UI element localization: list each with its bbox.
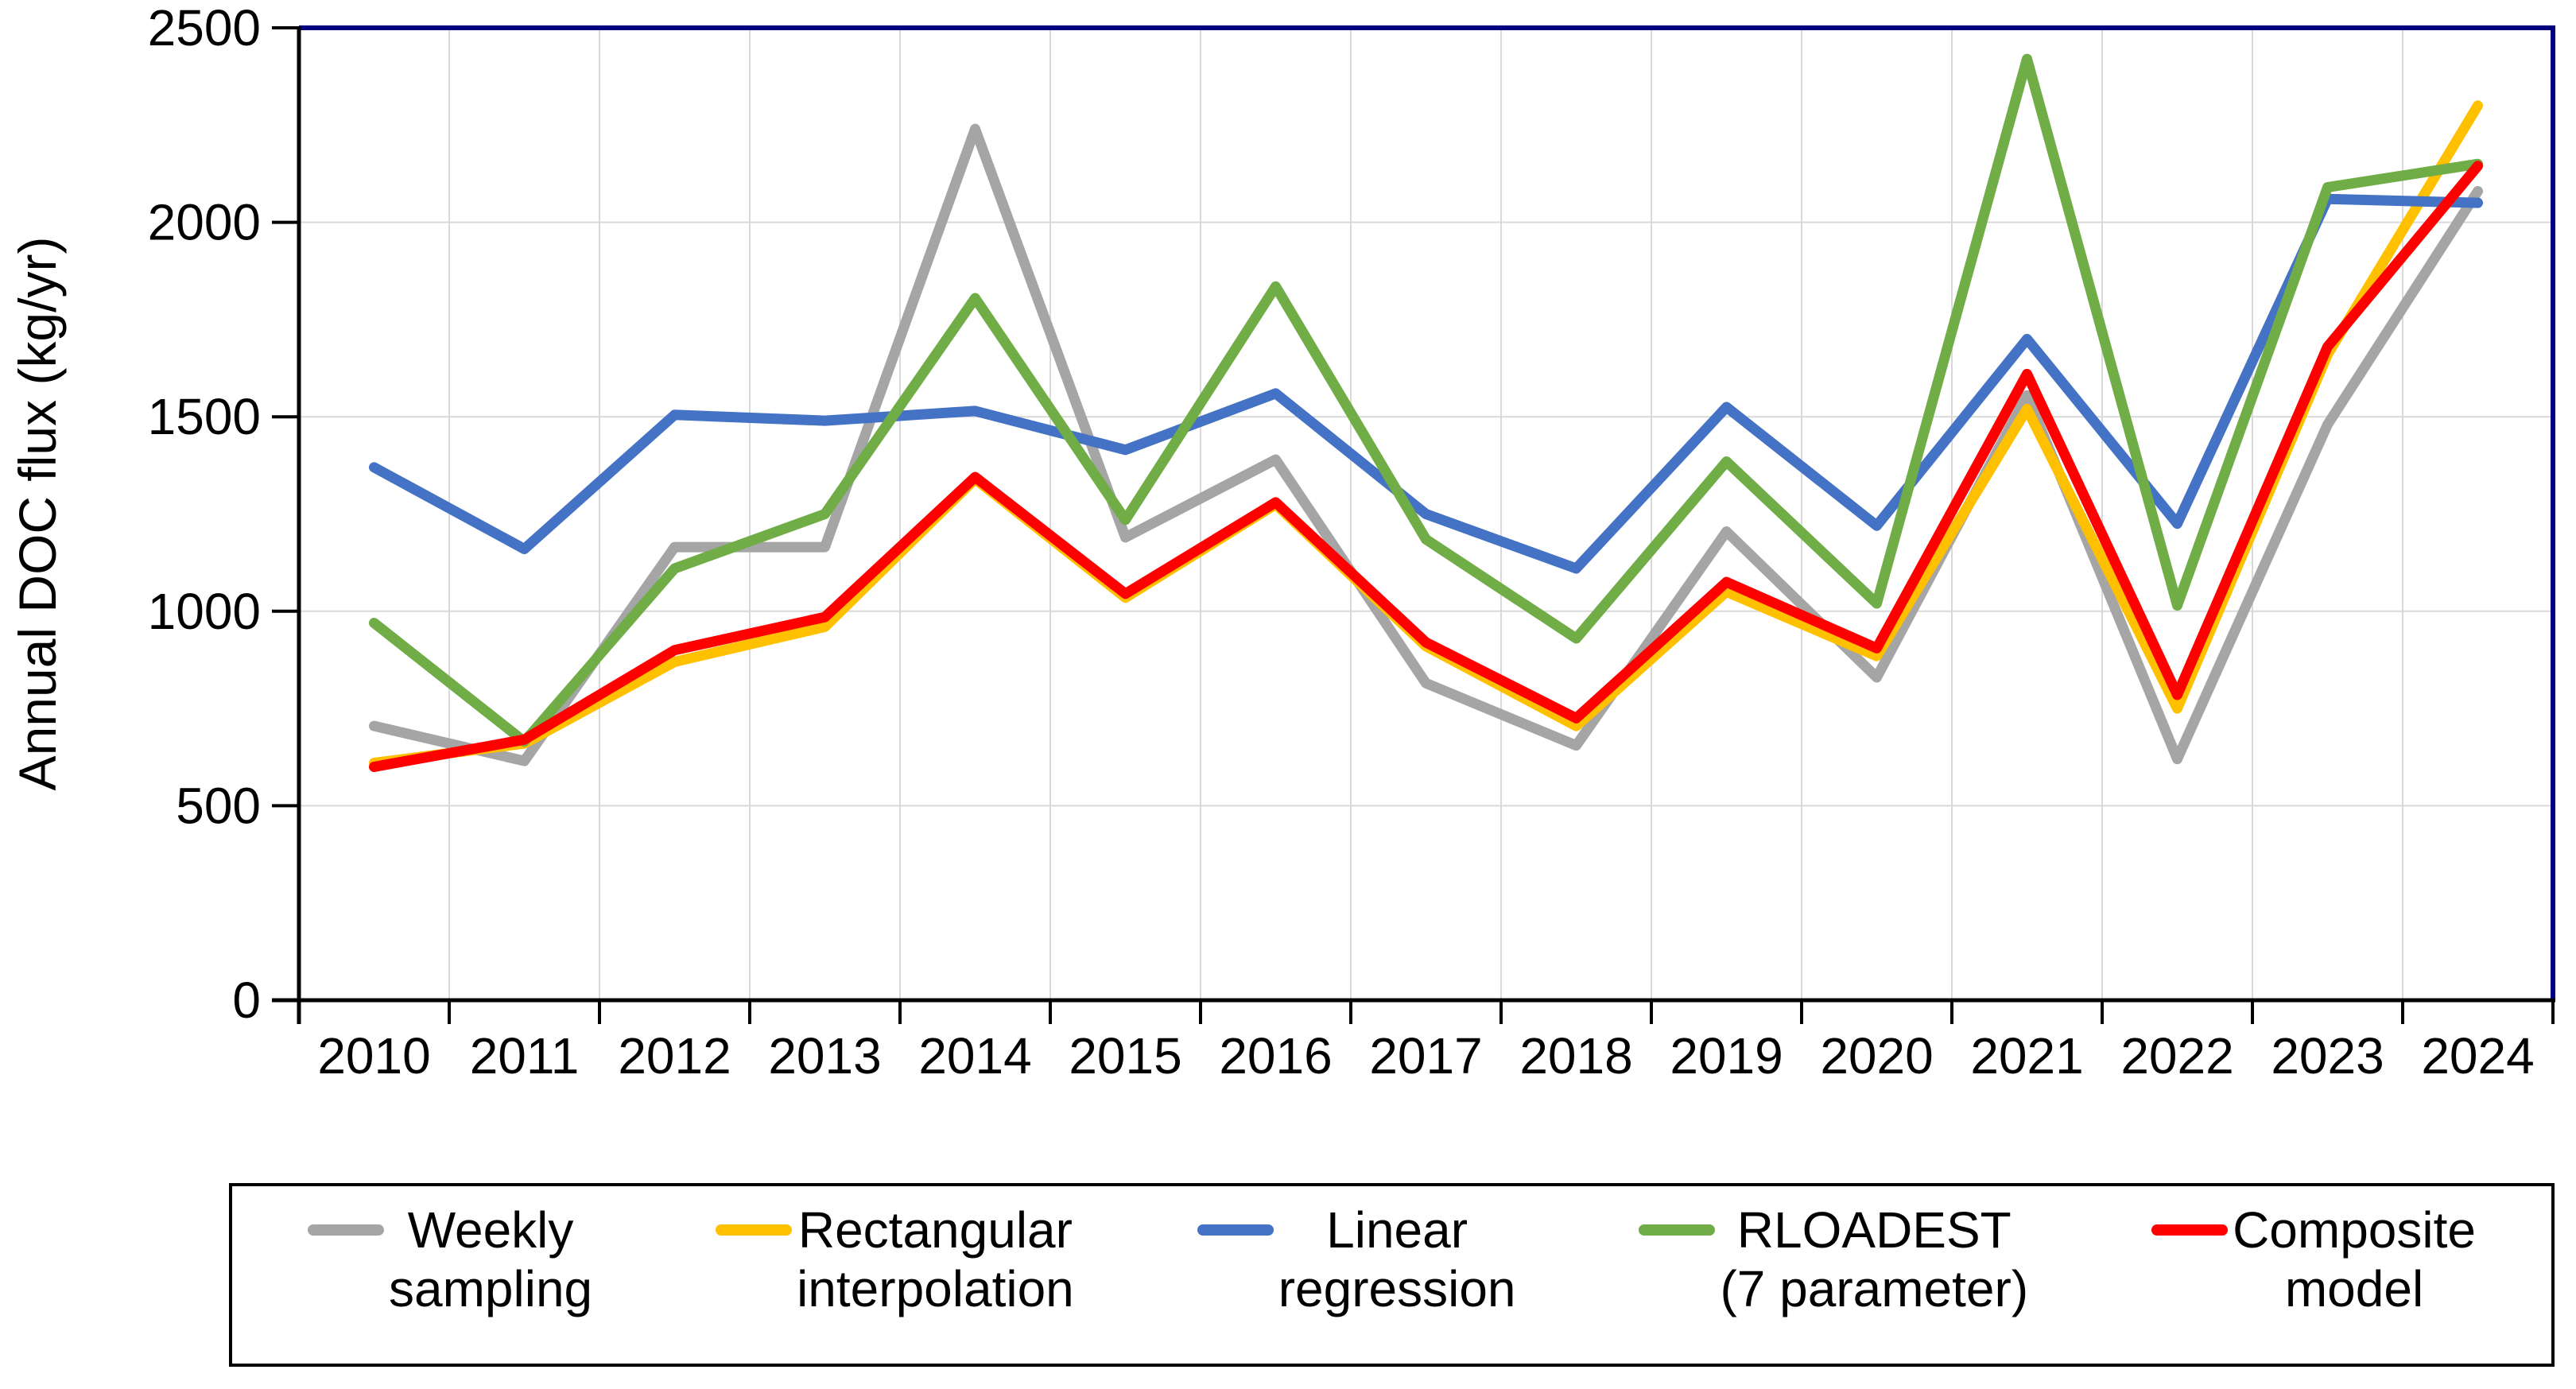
x-tick-label: 2017 — [1369, 1027, 1482, 1084]
y-axis-title: Annual DOC flux (kg/yr) — [8, 237, 67, 791]
legend-label-line: RLOADEST — [1736, 1201, 2012, 1259]
legend-line-swatch — [308, 1224, 384, 1236]
legend-item-linear-regression: Linear regression — [1197, 1201, 1516, 1318]
legend-line-swatch — [1639, 1224, 1716, 1236]
chart-canvas: 0 500 1000 1500 2000 2500 2010 2011 2012 2013 2014… — [8, 0, 2555, 1084]
tick-labels: 0 500 1000 1500 2000 2500 2010 2011 2012 2013 2014… — [148, 0, 2535, 1084]
y-tick-label: 0 — [232, 972, 261, 1029]
y-tick-label: 1000 — [148, 583, 261, 640]
legend-line-swatch — [2151, 1224, 2229, 1236]
series-lines — [369, 53, 2483, 772]
y-tick-label: 1500 — [148, 388, 261, 445]
legend-label-line: interpolation — [797, 1260, 1074, 1317]
series-line-linear-regression — [369, 193, 2483, 574]
series-line-rloadest-7-parameter- — [369, 53, 2483, 747]
legend-label-line: Linear — [1326, 1201, 1468, 1259]
x-tick-label: 2013 — [768, 1027, 881, 1084]
axes — [272, 26, 2555, 1024]
plot-border — [299, 25, 2555, 1000]
x-tick-label: 2024 — [2421, 1027, 2534, 1084]
x-tick-label: 2020 — [1820, 1027, 1933, 1084]
legend: Weekly sampling Rectangular interpolation Li… — [229, 1183, 2555, 1367]
legend-label-line: Rectangular — [797, 1201, 1073, 1259]
x-tick-label: 2010 — [317, 1027, 430, 1084]
x-tick-label: 2021 — [1970, 1027, 2083, 1084]
x-tick-label: 2019 — [1670, 1027, 1783, 1084]
legend-item-label: Linear regression — [1278, 1201, 1516, 1318]
series-line-composite-model — [369, 161, 2483, 772]
y-tick-label: 500 — [176, 777, 261, 834]
x-tick-label: 2012 — [618, 1027, 731, 1084]
legend-label-line: (7 parameter) — [1720, 1260, 2029, 1317]
legend-label-line: regression — [1278, 1260, 1516, 1317]
x-tick-label: 2011 — [470, 1027, 580, 1084]
legend-item-rectangular-interpolation: Rectangular interpolation — [716, 1201, 1074, 1318]
legend-item-label: Rectangular interpolation — [797, 1201, 1074, 1318]
legend-line-swatch — [716, 1224, 793, 1236]
legend-item-label: Weekly sampling — [389, 1201, 592, 1318]
legend-item-label: Composite model — [2233, 1201, 2476, 1318]
y-tick-label: 2500 — [148, 0, 261, 56]
x-tick-label: 2023 — [2271, 1027, 2384, 1084]
legend-item-weekly-sampling: Weekly sampling — [308, 1201, 592, 1318]
legend-label-line: Weekly — [407, 1201, 574, 1259]
x-tick-label: 2018 — [1519, 1027, 1632, 1084]
x-tick-label: 2016 — [1219, 1027, 1332, 1084]
x-tick-label: 2022 — [2120, 1027, 2233, 1084]
x-tick-label: 2014 — [918, 1027, 1031, 1084]
legend-item-composite-model: Composite model — [2151, 1201, 2476, 1318]
y-tick-label: 2000 — [148, 194, 261, 251]
legend-label-line: model — [2284, 1260, 2424, 1317]
legend-item-rloadest-7-parameter-: RLOADEST (7 parameter) — [1639, 1201, 2028, 1318]
legend-line-swatch — [1197, 1224, 1274, 1236]
legend-label-line: Composite — [2233, 1201, 2476, 1259]
legend-item-label: RLOADEST (7 parameter) — [1720, 1201, 2028, 1318]
x-tick-label: 2015 — [1069, 1027, 1181, 1084]
legend-label-line: sampling — [389, 1260, 593, 1317]
